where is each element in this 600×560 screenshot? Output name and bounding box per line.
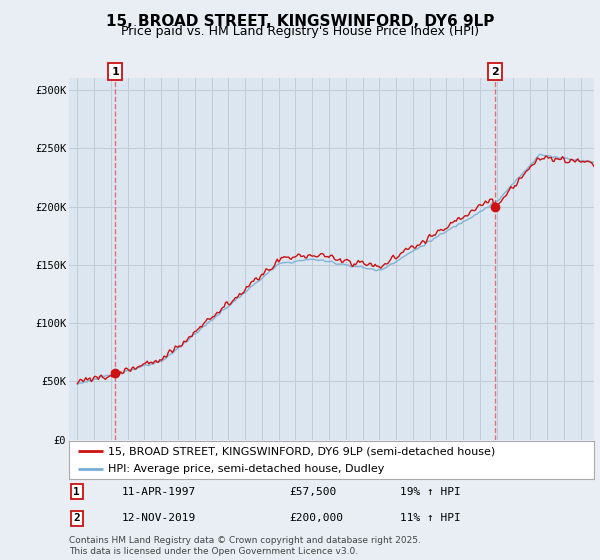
Text: 1: 1	[112, 67, 119, 77]
Text: Contains HM Land Registry data © Crown copyright and database right 2025.
This d: Contains HM Land Registry data © Crown c…	[69, 536, 421, 556]
Text: Price paid vs. HM Land Registry's House Price Index (HPI): Price paid vs. HM Land Registry's House …	[121, 25, 479, 38]
Text: 11-APR-1997: 11-APR-1997	[121, 487, 196, 497]
Text: 2: 2	[74, 513, 80, 523]
Text: 15, BROAD STREET, KINGSWINFORD, DY6 9LP (semi-detached house): 15, BROAD STREET, KINGSWINFORD, DY6 9LP …	[109, 446, 496, 456]
Text: HPI: Average price, semi-detached house, Dudley: HPI: Average price, semi-detached house,…	[109, 464, 385, 474]
Text: 2: 2	[491, 67, 499, 77]
Text: 19% ↑ HPI: 19% ↑ HPI	[400, 487, 461, 497]
Text: £57,500: £57,500	[290, 487, 337, 497]
Text: 11% ↑ HPI: 11% ↑ HPI	[400, 513, 461, 523]
Text: 1: 1	[74, 487, 80, 497]
Text: 15, BROAD STREET, KINGSWINFORD, DY6 9LP: 15, BROAD STREET, KINGSWINFORD, DY6 9LP	[106, 14, 494, 29]
Text: 12-NOV-2019: 12-NOV-2019	[121, 513, 196, 523]
Text: £200,000: £200,000	[290, 513, 343, 523]
